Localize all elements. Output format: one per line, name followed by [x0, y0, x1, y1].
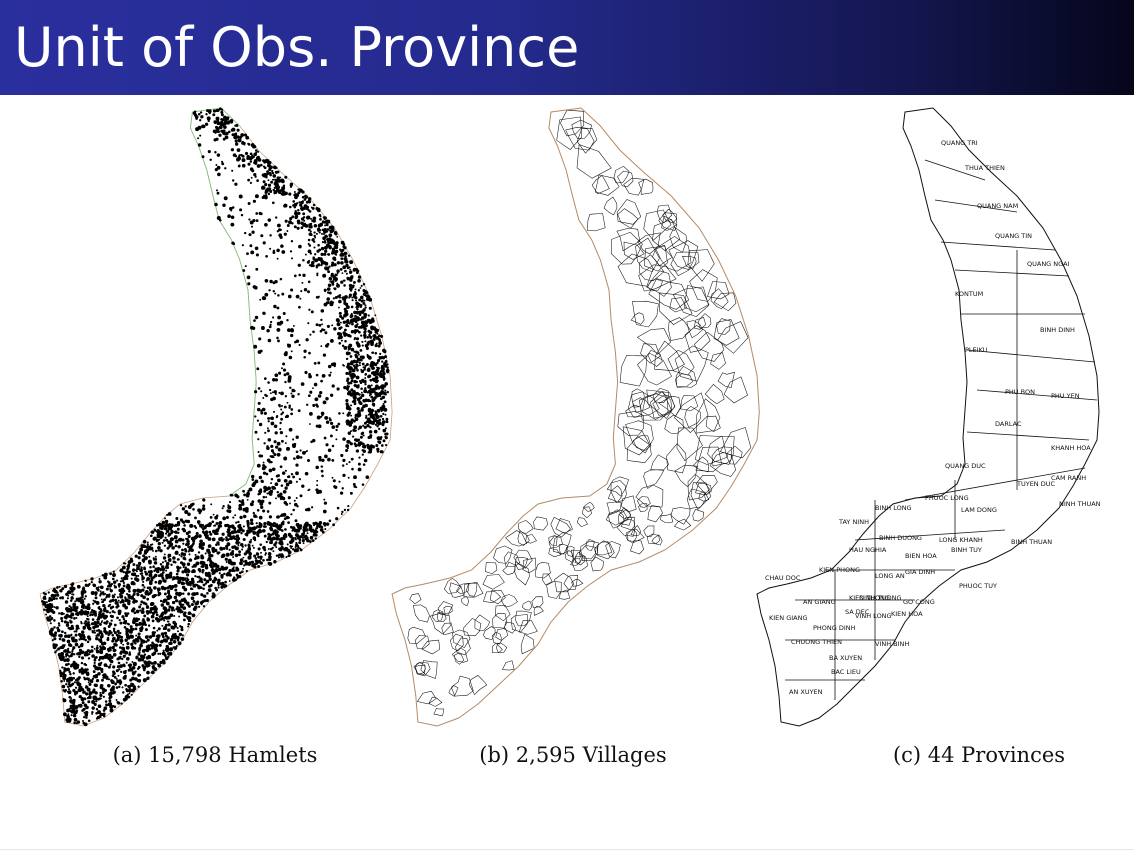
province-label: VINH BINH	[875, 640, 909, 648]
province-label: GO CONG	[903, 598, 935, 606]
province-label: LONG KHANH	[939, 536, 983, 544]
province-label: PHU YEN	[1051, 392, 1080, 400]
province-boundaries	[785, 159, 1098, 700]
villages-outline	[391, 107, 760, 727]
caption-villages: (b) 2,595 Villages	[479, 743, 667, 767]
hamlets-map	[38, 100, 393, 740]
province-label: AN XUYEN	[789, 688, 823, 696]
province-labels: QUANG TRI THUA THIEN QUANG NAM QUANG TIN QUA…	[765, 139, 1101, 696]
hamlets-western-border	[189, 107, 257, 497]
provinces-map: QUANG TRI THUA THIEN QUANG NAM QUANG TIN QUA…	[755, 100, 1101, 740]
province-label: BINH TUY	[951, 546, 982, 554]
province-label: DINH TUONG	[859, 594, 901, 602]
slide-bottom-divider	[0, 849, 1134, 850]
caption-hamlets: (a) 15,798 Hamlets	[112, 743, 318, 767]
province-label: SA DEC	[845, 608, 870, 616]
province-label: BINH DUONG	[879, 534, 922, 542]
province-label: NINH THUAN	[1059, 500, 1101, 508]
village-boundaries	[407, 109, 752, 717]
province-label: QUANG DUC	[945, 462, 986, 470]
province-label: QUANG NAM	[977, 202, 1018, 210]
province-label: BA XUYEN	[829, 654, 862, 662]
province-label: PHUOC LONG	[925, 494, 969, 502]
province-label: KIEN TUONG	[849, 594, 890, 602]
province-label: BAC LIEU	[831, 668, 861, 676]
province-label: VINH LONG	[855, 612, 892, 620]
province-label: HAU NGHIA	[849, 546, 887, 554]
province-label: QUANG TIN	[995, 232, 1032, 240]
province-label: KIEN HOA	[891, 610, 923, 618]
provinces-map-svg: QUANG TRI THUA THIEN QUANG NAM QUANG TIN QUA…	[756, 107, 1101, 727]
province-label: KIEN PHONG	[819, 566, 860, 574]
hamlet-points	[41, 107, 390, 727]
province-label: KONTUM	[955, 290, 983, 298]
provinces-outline	[756, 107, 1100, 727]
province-label: TUYEN DUC	[1016, 480, 1055, 488]
province-label: BINH DINH	[1040, 326, 1075, 334]
hamlets-map-svg	[39, 107, 393, 727]
province-label: PHU BON	[1005, 388, 1035, 396]
villages-map	[390, 100, 760, 740]
province-label: KIEN GIANG	[769, 614, 808, 622]
province-label: LAM DONG	[961, 506, 997, 514]
province-label: THUA THIEN	[964, 164, 1005, 172]
province-label: PHONG DINH	[813, 624, 856, 632]
province-label: PLEIKU	[965, 346, 988, 354]
province-label: TAY NINH	[838, 518, 869, 526]
villages-map-svg	[391, 107, 760, 727]
province-label: QUANG NGAI	[1027, 260, 1070, 268]
province-label: PHUOC TUY	[959, 582, 997, 590]
slide-title: Unit of Obs. Province	[14, 16, 580, 79]
province-label: CAM RANH	[1051, 474, 1086, 482]
province-label: CHUONG THIEN	[791, 638, 842, 646]
province-label: KHANH HOA	[1051, 444, 1091, 452]
caption-provinces: (c) 44 Provinces	[892, 743, 1066, 767]
province-label: CHAU DOC	[765, 574, 801, 582]
province-label: LONG AN	[875, 572, 905, 580]
province-label: AN GIANG	[803, 598, 836, 606]
province-label: DARLAC	[995, 420, 1022, 428]
province-label: GIA DINH	[905, 568, 935, 576]
province-label: QUANG TRI	[941, 139, 978, 147]
province-label: BIEN HOA	[905, 552, 937, 560]
slide-title-bar: Unit of Obs. Province	[0, 0, 1134, 95]
province-label: BINH LONG	[875, 504, 912, 512]
province-label: BINH THUAN	[1011, 538, 1052, 546]
